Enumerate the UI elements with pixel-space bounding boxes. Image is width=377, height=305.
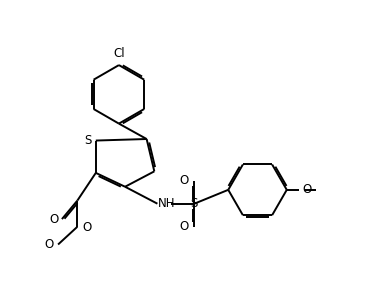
Text: Cl: Cl [113, 47, 125, 60]
Text: O: O [302, 183, 311, 196]
Text: O: O [180, 220, 189, 233]
Text: O: O [180, 174, 189, 187]
Text: O: O [83, 221, 92, 234]
Text: O: O [50, 213, 59, 226]
Text: NH: NH [158, 197, 175, 210]
Text: O: O [44, 238, 54, 251]
Text: S: S [191, 197, 198, 210]
Text: S: S [84, 134, 91, 147]
